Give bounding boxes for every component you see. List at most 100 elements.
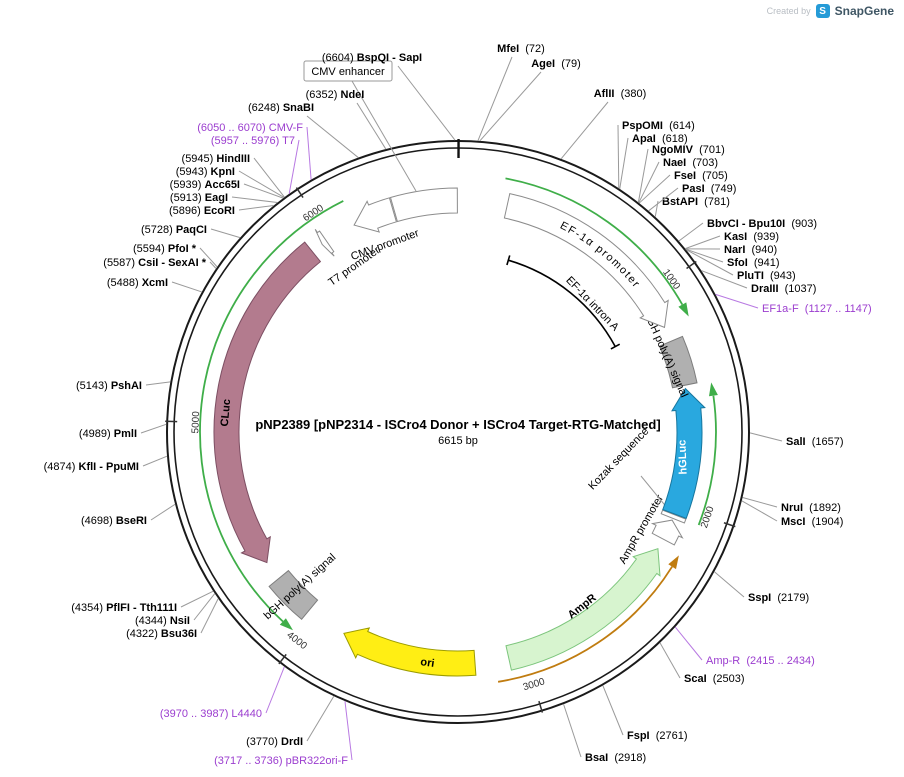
restriction-site-label[interactable]: NaeI (703) <box>663 157 718 169</box>
restriction-site-label[interactable]: KasI (939) <box>724 231 779 243</box>
feature-ef1a-promoter[interactable] <box>503 193 669 329</box>
restriction-site-label[interactable]: (5728) PaqCI <box>141 224 207 236</box>
restriction-site-label[interactable]: BbvCI - Bpu10I (903) <box>707 218 817 230</box>
restriction-site-label[interactable]: FspI (2761) <box>627 730 688 742</box>
restriction-site-label[interactable]: BstAPI (781) <box>662 196 730 208</box>
restriction-site-label[interactable]: (3770) DrdI <box>246 736 303 748</box>
restriction-site-label[interactable]: MscI (1904) <box>781 516 843 528</box>
leader-line <box>714 571 745 598</box>
leader-line <box>238 170 285 198</box>
restriction-site-label[interactable]: MfeI (72) <box>497 43 545 55</box>
feature-ori[interactable] <box>343 627 477 677</box>
feature-cmv-promoter[interactable] <box>353 197 398 233</box>
restriction-site-label[interactable]: (4344) NsiI <box>135 615 190 627</box>
feature-label-ori[interactable]: ori <box>420 656 436 670</box>
leader-line <box>209 261 217 269</box>
leader-line <box>356 102 387 150</box>
plasmid-title-block: pNP2389 [pNP2314 - ISCro4 Donor + ISCro4… <box>255 417 660 447</box>
restriction-site-label[interactable]: PasI (749) <box>682 183 736 195</box>
restriction-site-label[interactable]: (5896) EcoRI <box>169 205 235 217</box>
restriction-site-label[interactable]: (6352) NdeI <box>306 89 365 101</box>
restriction-site-label[interactable]: ApaI (618) <box>632 133 688 145</box>
feature-t7-promoter[interactable] <box>314 229 335 257</box>
restriction-site-label[interactable]: BsaI (2918) <box>585 752 646 764</box>
restriction-site-label[interactable]: PspOMI (614) <box>622 120 695 132</box>
restriction-site-label[interactable]: SalI (1657) <box>786 436 844 448</box>
restriction-site-label[interactable]: (4354) PflFI - Tth111I <box>71 602 177 614</box>
leader-line <box>479 71 542 142</box>
restriction-site-label[interactable]: PluTI (943) <box>737 270 796 282</box>
feature-ef1a-intron-a[interactable] <box>508 259 617 347</box>
feature-cmv-enhancer[interactable] <box>389 187 458 223</box>
restriction-site-label[interactable]: SspI (2179) <box>748 592 809 604</box>
intron-end-cap <box>506 255 511 266</box>
restriction-site-label[interactable]: (6604) BspQI - SapI <box>322 52 422 64</box>
leader-line <box>685 248 724 263</box>
restriction-site-label[interactable]: NgoMIV (701) <box>652 144 725 156</box>
restriction-site-label[interactable]: (5488) XcmI <box>107 277 168 289</box>
leader-line <box>288 139 300 194</box>
primer-label[interactable]: (5957 .. 5976) T7 <box>211 135 295 147</box>
feature-bgh-polya-right[interactable] <box>658 335 698 389</box>
restriction-site-label[interactable]: ScaI (2503) <box>684 673 745 685</box>
restriction-site-label[interactable]: (5939) Acc65I <box>170 179 240 191</box>
feature-cluc[interactable] <box>213 241 322 564</box>
restriction-site-label[interactable]: (5943) KpnI <box>176 166 235 178</box>
primer-label[interactable]: EF1a-F (1127 .. 1147) <box>762 303 872 315</box>
restriction-site-label[interactable]: (5143) PshAI <box>76 380 142 392</box>
leader-line <box>749 432 783 442</box>
primer-label[interactable]: (3970 .. 3987) L4440 <box>160 708 262 720</box>
restriction-site-label[interactable]: (4874) KflI - PpuMI <box>44 461 139 473</box>
feature-kozak[interactable] <box>660 509 687 524</box>
restriction-site-label[interactable]: (4989) PmlI <box>79 428 137 440</box>
snapgene-logo-icon: S <box>815 4 830 18</box>
feature-label-ef1a-intron-a[interactable]: EF-1α intron A <box>563 274 621 334</box>
restriction-site-label[interactable]: AflII (380) <box>594 88 647 100</box>
leader-line <box>306 115 359 158</box>
snapgene-brand-name: SnapGene <box>834 4 894 18</box>
leader-line <box>265 666 285 714</box>
leader-line <box>243 183 284 199</box>
restriction-site-label[interactable]: (5594) PfoI * <box>133 243 197 255</box>
leader-line <box>741 500 778 522</box>
leader-line <box>563 704 582 758</box>
restriction-site-label[interactable]: (5945) HindIII <box>182 153 250 165</box>
restriction-site-label[interactable]: NarI (940) <box>724 244 777 256</box>
leader-line <box>238 204 274 211</box>
primer-label[interactable]: (3717 .. 3736) pBR322ori-F <box>214 755 348 767</box>
tick-label: 5000 <box>190 411 202 434</box>
restriction-site-label[interactable]: SfoI (941) <box>727 257 780 269</box>
feature-label-hgluc[interactable]: hGLuc <box>676 439 689 474</box>
restriction-site-label[interactable]: (4698) BseRI <box>81 515 147 527</box>
feature-label-cluc[interactable]: CLuc <box>219 399 233 427</box>
feature-ampr-promoter[interactable] <box>650 519 684 546</box>
restriction-site-label[interactable]: (6248) SnaBI <box>248 102 314 114</box>
cmv-enhancer-label-box[interactable] <box>303 60 393 82</box>
tick-label: 2000 <box>699 505 717 530</box>
leader-line <box>231 196 278 204</box>
primer-label[interactable]: Amp-R (2415 .. 2434) <box>706 655 815 667</box>
primer-label[interactable]: (6050 .. 6070) CMV-F <box>197 122 303 134</box>
feature-hgluc[interactable] <box>662 387 706 520</box>
restriction-site-label[interactable]: (5913) EagI <box>170 192 228 204</box>
restriction-site-label[interactable]: (5587) CsiI - SexAI * <box>103 257 206 269</box>
leader-line <box>210 228 241 239</box>
amp-arc <box>497 566 673 683</box>
restriction-site-label[interactable]: FseI (705) <box>674 170 728 182</box>
restriction-site-label[interactable]: NruI (1892) <box>781 502 841 514</box>
leader-line <box>678 222 704 242</box>
leader-line <box>619 137 629 189</box>
restriction-site-label[interactable]: (4322) Bsu36I <box>126 628 197 640</box>
transcript-arrow-hgluc <box>697 395 717 526</box>
plasmid-name: pNP2389 [pNP2314 - ISCro4 Donor + ISCro4… <box>255 417 661 432</box>
restriction-site-label[interactable]: DraIII (1037) <box>751 283 816 295</box>
feature-bgh-polya-left[interactable] <box>268 569 319 621</box>
tick-mark <box>538 700 544 713</box>
leader-line <box>602 685 624 736</box>
restriction-site-label[interactable]: AgeI (79) <box>531 58 581 70</box>
feature-ampr[interactable] <box>505 548 661 671</box>
leader-line <box>638 174 671 204</box>
cmv-enhancer-label[interactable]: CMV enhancer <box>311 66 385 78</box>
leader-line <box>140 423 167 434</box>
leader-line <box>306 126 312 180</box>
